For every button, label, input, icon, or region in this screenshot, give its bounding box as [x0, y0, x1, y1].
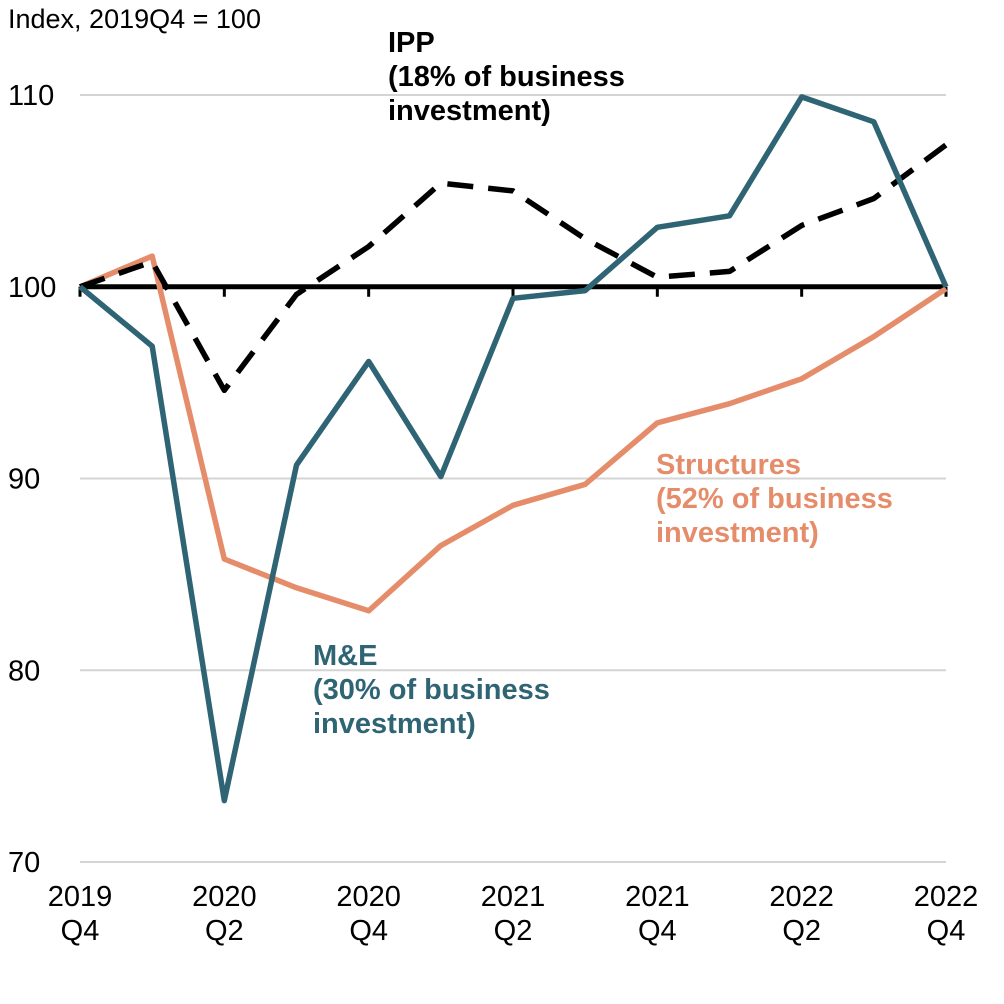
series-label-line-m-e-0: M&E: [313, 640, 377, 672]
x-tick-label-quarter-10: Q2: [782, 915, 821, 947]
y-tick-label-100: 100: [8, 272, 56, 304]
x-tick-label-year-0: 2019: [48, 881, 113, 913]
series-line-structures: [78, 253, 948, 614]
series-label-line-ipp-1: (18% of business: [388, 61, 625, 93]
y-axis-ticks: 70 80 90 100 110: [8, 80, 56, 879]
y-tick-label-80: 80: [8, 655, 40, 687]
x-tick-label-year-4: 2020: [336, 881, 401, 913]
x-axis: 2019Q42020Q22020Q42021Q22021Q42022Q22022…: [48, 284, 979, 947]
series-label-line-m-e-2: investment): [313, 708, 476, 740]
series-label-m-e: M&E (30% of business investment): [313, 640, 550, 740]
x-tick-label-year-6: 2021: [481, 881, 546, 913]
series-label-line-structures-2: investment): [656, 517, 819, 549]
series-line-ipp: [79, 142, 948, 394]
y-tick-label-90: 90: [8, 464, 40, 496]
y-tick-label-70: 70: [8, 847, 40, 879]
series-labels: IPP (18% of business investment)M&E (30% of…: [313, 27, 893, 740]
x-tick-label-quarter-0: Q4: [61, 915, 100, 947]
x-tick-label-quarter-4: Q4: [349, 915, 388, 947]
x-tick-label-quarter-12: Q4: [927, 915, 966, 947]
gridlines: [80, 94, 946, 863]
x-tick-label-quarter-6: Q2: [494, 915, 533, 947]
series-label-line-m-e-1: (30% of business: [313, 674, 550, 706]
series-label-structures: Structures (52% of business investment): [656, 449, 893, 549]
series-line-m-e: [78, 94, 949, 804]
y-tick-label-110: 110: [8, 80, 54, 112]
x-tick-label-quarter-2: Q2: [205, 915, 244, 947]
series-label-line-ipp-0: IPP: [388, 27, 435, 59]
y-axis-title: Index, 2019Q4 = 100: [8, 4, 261, 34]
series-label-line-ipp-2: investment): [388, 95, 551, 127]
x-tick-label-year-2: 2020: [192, 881, 257, 913]
series-label-ipp: IPP (18% of business investment): [388, 27, 625, 127]
x-tick-label-year-8: 2021: [625, 881, 690, 913]
series-label-line-structures-0: Structures: [656, 449, 801, 481]
x-tick-label-year-10: 2022: [769, 881, 834, 913]
x-tick-label-year-12: 2022: [914, 881, 979, 913]
series-lines: [78, 94, 949, 804]
x-tick-label-quarter-8: Q4: [638, 915, 677, 947]
series-label-line-structures-1: (52% of business: [656, 483, 893, 515]
